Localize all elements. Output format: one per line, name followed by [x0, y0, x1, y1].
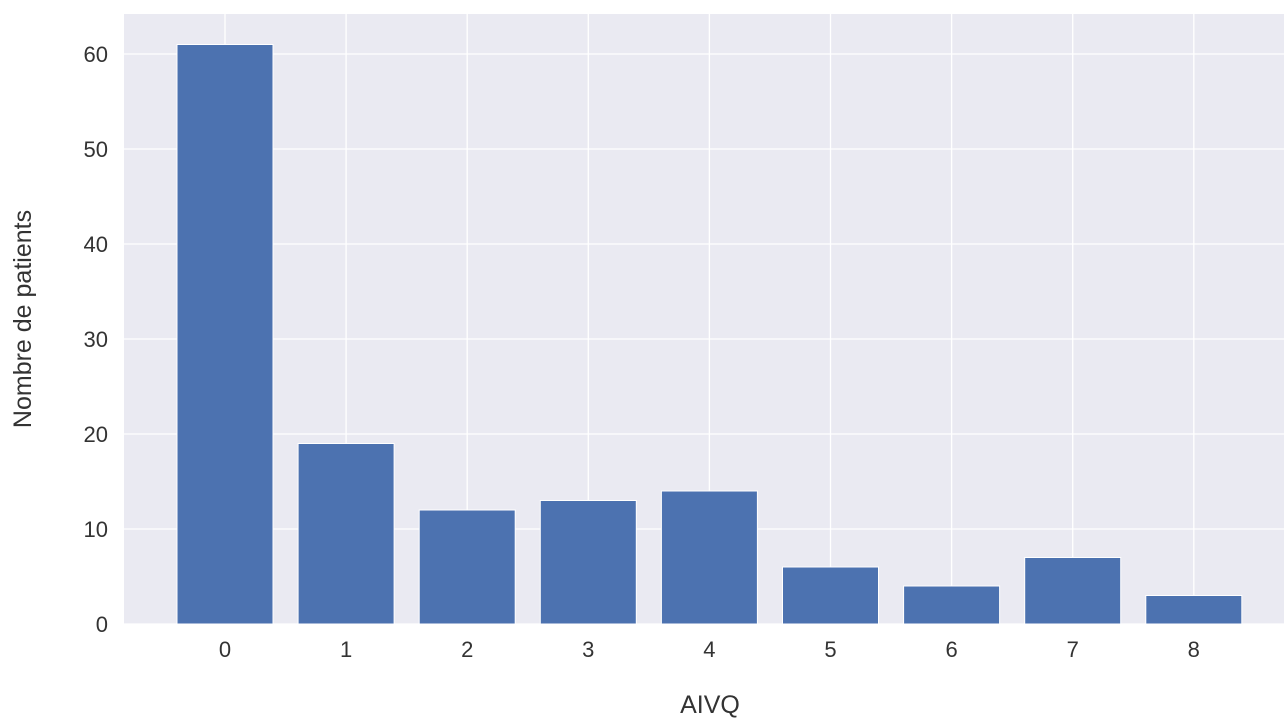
bar-1 [297, 443, 395, 625]
x-tick-label: 6 [945, 637, 957, 662]
bar-3 [539, 500, 637, 625]
x-tick-label: 4 [703, 637, 715, 662]
y-tick-labels: 0 10 20 30 40 50 60 [84, 42, 108, 637]
y-tick-label: 60 [84, 42, 108, 67]
x-tick-label: 8 [1188, 637, 1200, 662]
x-tick-label: 7 [1067, 637, 1079, 662]
y-tick-label: 50 [84, 137, 108, 162]
y-tick-label: 10 [84, 517, 108, 542]
bar-5 [782, 566, 879, 625]
y-tick-label: 20 [84, 422, 108, 447]
bar-4 [660, 490, 758, 625]
x-tick-label: 2 [461, 637, 473, 662]
x-tick-labels: 0 1 2 3 4 5 6 7 8 [219, 637, 1200, 662]
bar-2 [418, 509, 516, 625]
bar-8 [1145, 595, 1243, 625]
x-tick-label: 0 [219, 637, 231, 662]
x-axis-label: AIVQ [680, 691, 740, 718]
y-tick-label: 40 [84, 232, 108, 257]
y-axis-label: Nombre de patients [9, 210, 37, 428]
bar-7 [1024, 557, 1122, 625]
bar-6 [903, 585, 1001, 625]
y-tick-label: 0 [96, 612, 108, 637]
x-tick-label: 3 [582, 637, 594, 662]
x-tick-label: 1 [340, 637, 352, 662]
x-tick-label: 5 [824, 637, 836, 662]
bars [176, 44, 1243, 625]
bar-0 [176, 44, 274, 625]
y-tick-label: 30 [84, 327, 108, 352]
